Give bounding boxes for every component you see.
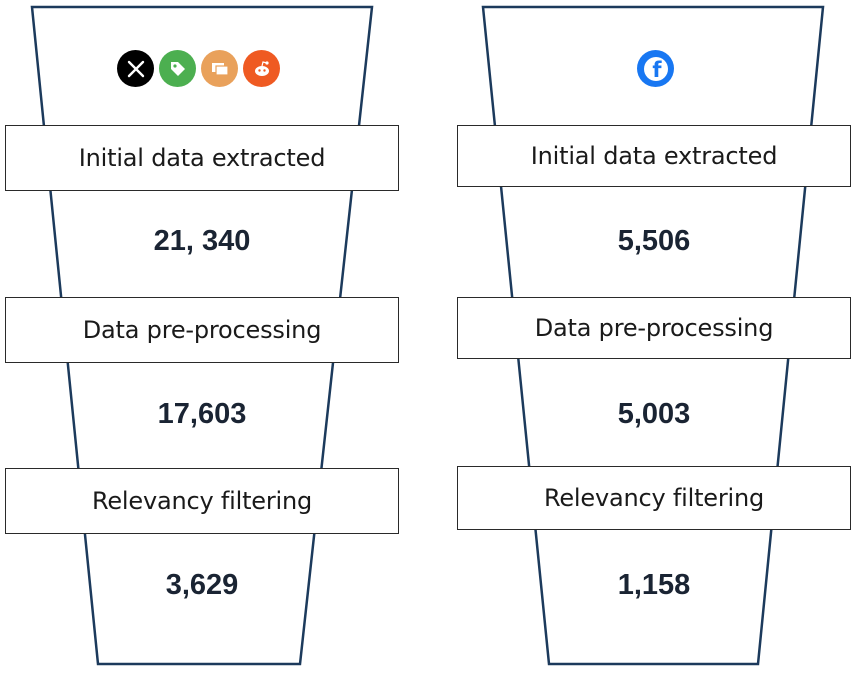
left-count-preprocessing: 17,603 — [157, 397, 247, 430]
right-stage-initial-extraction: Initial data extracted — [457, 125, 851, 187]
left-stage-preprocessing: Data pre-processing — [5, 297, 399, 363]
right-count-relevancy: 1,158 — [617, 568, 691, 601]
right-stage-preprocessing: Data pre-processing — [457, 297, 851, 359]
right-source-icons: f — [637, 50, 674, 87]
left-count-initial: 21, 340 — [153, 224, 251, 257]
x-twitter-icon — [117, 50, 154, 87]
left-source-icons — [117, 50, 280, 87]
left-stage-relevancy: Relevancy filtering — [5, 468, 399, 534]
right-stage-relevancy: Relevancy filtering — [457, 466, 851, 530]
right-count-preprocessing: 5,003 — [617, 397, 691, 430]
reddit-icon — [243, 50, 280, 87]
left-stage-initial-extraction: Initial data extracted — [5, 125, 399, 191]
left-count-relevancy: 3,629 — [165, 568, 239, 601]
chat-icon — [201, 50, 238, 87]
right-count-initial: 5,506 — [617, 224, 691, 257]
tag-icon — [159, 50, 196, 87]
facebook-icon: f — [637, 50, 674, 87]
